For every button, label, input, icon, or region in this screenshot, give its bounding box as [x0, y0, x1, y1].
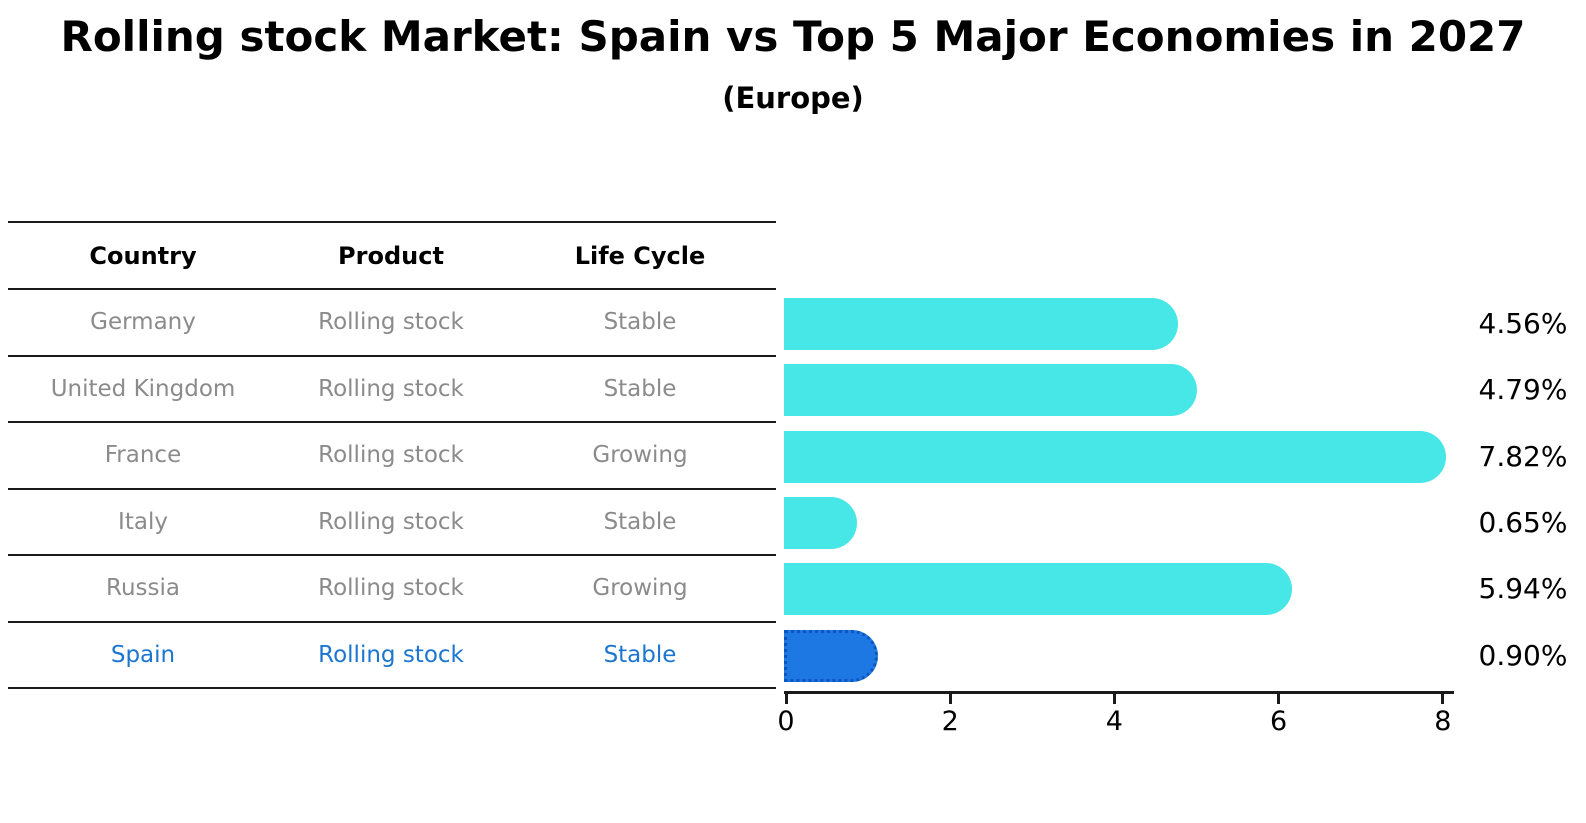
value-label-spain: 0.90% — [1478, 638, 1568, 672]
value-label-united-kingdom: 4.79% — [1478, 373, 1568, 407]
cell-country: France — [104, 442, 182, 469]
x-tick-label: 6 — [1270, 706, 1288, 737]
cell-product: Rolling stock — [318, 641, 464, 668]
value-label-italy: 0.65% — [1478, 505, 1568, 539]
cell-life-cycle: Growing — [592, 575, 688, 602]
table-header-life-cycle: Life Cycle — [574, 241, 706, 270]
x-tick-mark — [1441, 694, 1445, 704]
cell-product: Rolling stock — [318, 375, 464, 402]
value-label-germany: 4.56% — [1478, 307, 1568, 340]
x-tick-mark — [1277, 694, 1281, 704]
bar-france — [784, 430, 1447, 483]
x-tick-mark — [784, 694, 788, 704]
x-tick-mark — [948, 694, 952, 704]
bar-united-kingdom — [784, 364, 1198, 417]
cell-product: Rolling stock — [318, 442, 464, 469]
table-row-germany: Germany Rolling stock Stable — [8, 290, 776, 357]
table-header-row: Country Product Life Cycle — [8, 223, 776, 290]
table-header-product: Product — [338, 241, 444, 270]
cell-life-cycle: Growing — [592, 442, 688, 469]
table-row-france: France Rolling stock Growing — [8, 423, 776, 490]
cell-product: Rolling stock — [318, 508, 464, 535]
table-row-italy: Italy Rolling stock Stable — [8, 490, 776, 556]
cell-life-cycle: Stable — [603, 309, 677, 336]
value-label-france: 7.82% — [1478, 439, 1568, 473]
bar-russia — [784, 563, 1292, 616]
x-tick-label: 4 — [1105, 706, 1123, 737]
table-row-spain: Spain Rolling stock Stable — [8, 623, 776, 689]
x-axis-line — [784, 691, 1454, 694]
cell-life-cycle: Stable — [603, 508, 677, 535]
bar-spain — [784, 629, 878, 682]
table-row-russia: Russia Rolling stock Growing — [8, 556, 776, 623]
cell-country: Spain — [110, 641, 176, 668]
x-tick-label: 2 — [941, 706, 959, 737]
x-tick-label: 8 — [1434, 706, 1452, 737]
x-tick-label: 0 — [777, 706, 795, 737]
chart-subtitle: (Europe) — [722, 81, 864, 115]
cell-country: Germany — [90, 309, 196, 336]
bar-germany — [784, 298, 1179, 350]
chart-title: Rolling stock Market: Spain vs Top 5 Maj… — [60, 12, 1526, 61]
cell-country: Russia — [106, 575, 180, 602]
cell-life-cycle: Stable — [603, 375, 677, 402]
country-table: Country Product Life Cycle Germany Rollin… — [8, 221, 776, 689]
table-body: Germany Rolling stock Stable United Kingdom… — [8, 290, 776, 689]
x-tick-mark — [1112, 694, 1116, 704]
table-row-united-kingdom: United Kingdom Rolling stock Stable — [8, 357, 776, 423]
cell-product: Rolling stock — [318, 575, 464, 602]
cell-country: Italy — [118, 508, 168, 535]
cell-life-cycle: Stable — [603, 641, 677, 668]
table-header-country: Country — [89, 241, 197, 270]
cell-country: United Kingdom — [50, 375, 236, 402]
value-label-russia: 5.94% — [1478, 572, 1568, 606]
bar-italy — [784, 496, 858, 549]
cell-product: Rolling stock — [318, 309, 464, 336]
